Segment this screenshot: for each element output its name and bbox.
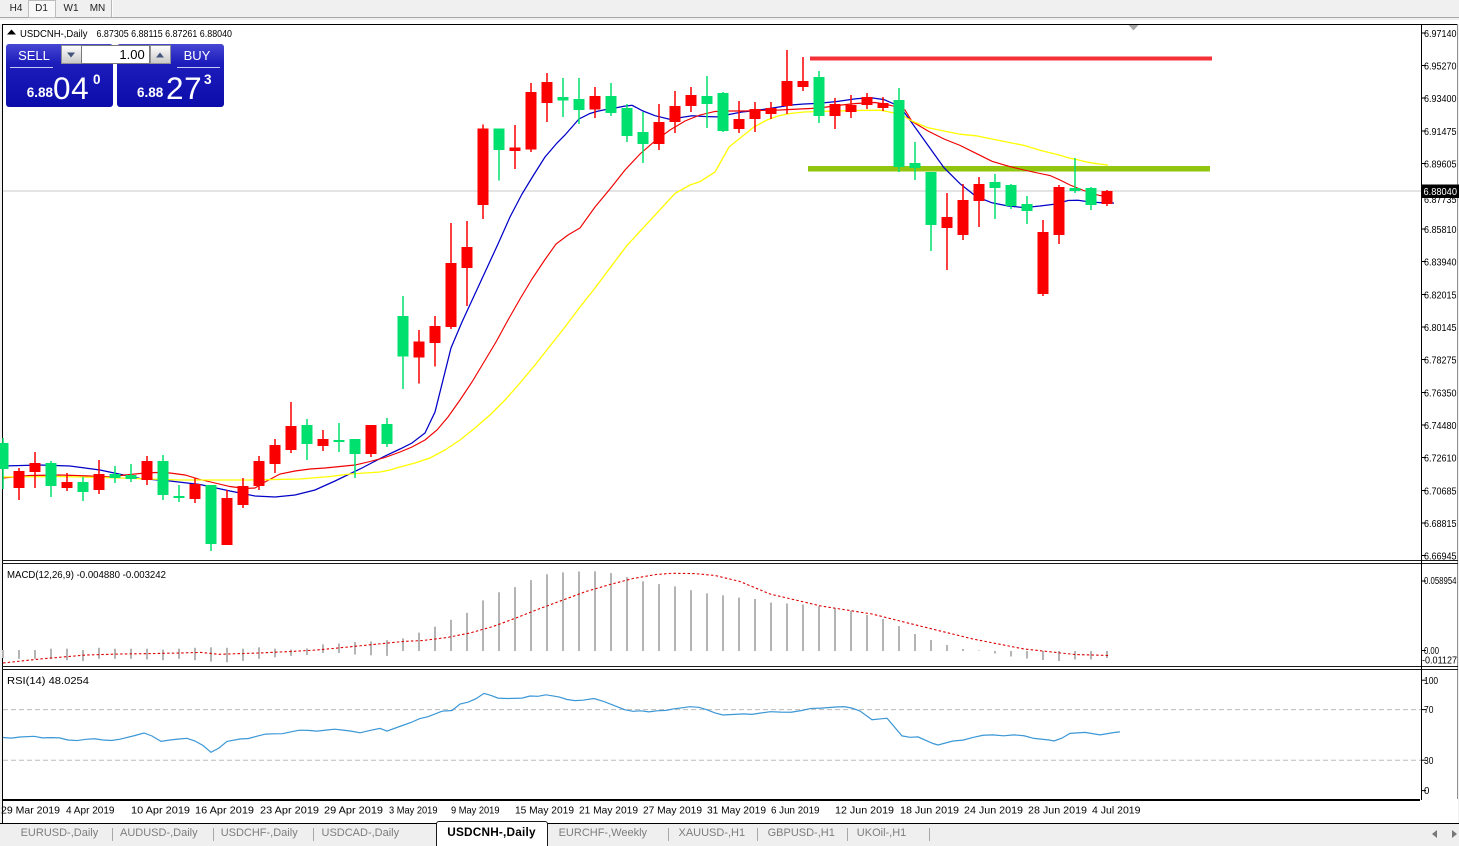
svg-text:6.97140: 6.97140 <box>1424 29 1457 40</box>
svg-text:24 Jun 2019: 24 Jun 2019 <box>964 805 1023 817</box>
svg-text:RSI(14) 48.0254: RSI(14) 48.0254 <box>7 675 89 687</box>
svg-text:6.87735: 6.87735 <box>1424 195 1457 206</box>
svg-text:6.87305 6.88115 6.87261 6.8804: 6.87305 6.88115 6.87261 6.88040 <box>97 28 233 40</box>
svg-text:6.78275: 6.78275 <box>1424 355 1457 366</box>
svg-text:6.82015: 6.82015 <box>1424 290 1457 301</box>
svg-text:4 Jul 2019: 4 Jul 2019 <box>1092 805 1141 817</box>
svg-text:6.95270: 6.95270 <box>1424 61 1457 72</box>
svg-text:-0.01127: -0.01127 <box>1422 656 1457 667</box>
svg-text:6.70685: 6.70685 <box>1424 486 1457 497</box>
svg-text:21 May 2019: 21 May 2019 <box>579 805 638 817</box>
svg-text:6.68815: 6.68815 <box>1424 519 1457 530</box>
svg-text:6.93400: 6.93400 <box>1424 94 1457 105</box>
svg-text:6.80145: 6.80145 <box>1424 323 1457 334</box>
svg-text:15 May 2019: 15 May 2019 <box>515 805 574 817</box>
svg-text:6.91475: 6.91475 <box>1424 127 1457 138</box>
svg-text:29 Apr 2019: 29 Apr 2019 <box>324 805 383 817</box>
svg-text:28 Jun 2019: 28 Jun 2019 <box>1028 805 1087 817</box>
svg-text:30: 30 <box>1424 756 1434 767</box>
svg-text:6.85810: 6.85810 <box>1424 225 1457 236</box>
svg-text:4 Apr 2019: 4 Apr 2019 <box>66 805 115 817</box>
svg-text:6.88040: 6.88040 <box>1424 187 1458 198</box>
svg-text:16 Apr 2019: 16 Apr 2019 <box>195 805 254 817</box>
svg-text:100: 100 <box>1424 676 1439 687</box>
svg-text:10 Apr 2019: 10 Apr 2019 <box>131 805 190 817</box>
svg-text:27 May 2019: 27 May 2019 <box>643 805 702 817</box>
svg-text:6.72610: 6.72610 <box>1424 453 1457 464</box>
svg-text:USDCNH-,Daily: USDCNH-,Daily <box>20 28 88 40</box>
svg-text:23 Apr 2019: 23 Apr 2019 <box>260 805 319 817</box>
svg-text:6.74480: 6.74480 <box>1424 421 1457 432</box>
svg-text:6.66945: 6.66945 <box>1424 551 1457 562</box>
svg-text:70: 70 <box>1424 705 1434 716</box>
svg-text:31 May 2019: 31 May 2019 <box>707 805 766 817</box>
svg-text:MACD(12,26,9) -0.004880 -0.003: MACD(12,26,9) -0.004880 -0.003242 <box>7 569 166 581</box>
svg-text:0.058954: 0.058954 <box>1424 576 1457 587</box>
svg-text:18 Jun 2019: 18 Jun 2019 <box>900 805 959 817</box>
svg-text:12 Jun 2019: 12 Jun 2019 <box>835 805 894 817</box>
svg-text:0.00: 0.00 <box>1424 646 1439 657</box>
svg-text:6.76350: 6.76350 <box>1424 388 1457 399</box>
svg-text:29 Mar 2019: 29 Mar 2019 <box>1 805 60 817</box>
svg-text:6.89605: 6.89605 <box>1424 159 1457 170</box>
svg-text:6 Jun 2019: 6 Jun 2019 <box>771 805 820 817</box>
svg-text:3 May 2019: 3 May 2019 <box>389 805 438 817</box>
svg-text:9 May 2019: 9 May 2019 <box>451 805 500 817</box>
svg-text:6.83940: 6.83940 <box>1424 257 1457 268</box>
svg-text:0: 0 <box>1424 786 1430 797</box>
